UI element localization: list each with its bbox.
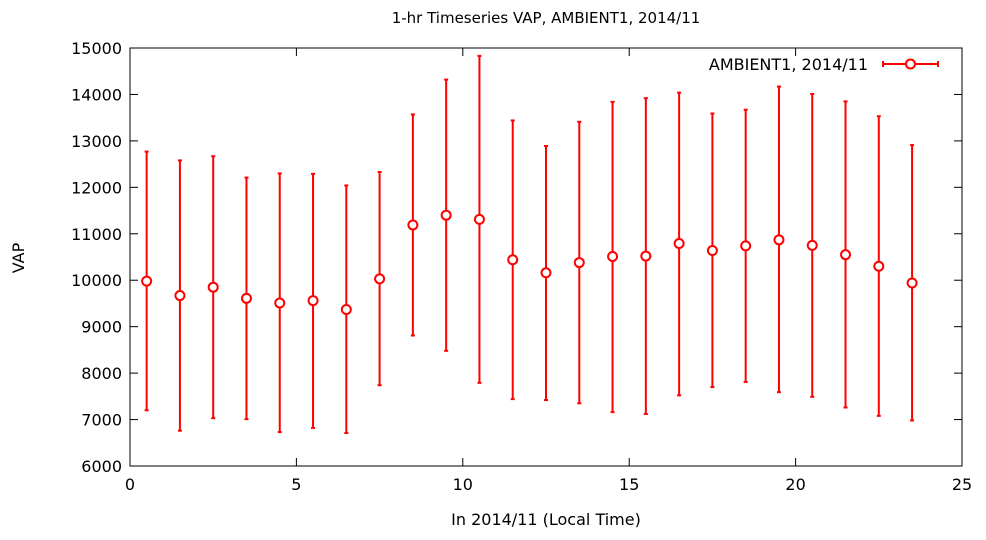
data-point (773, 85, 785, 394)
plot-frame (129, 47, 963, 467)
data-marker (540, 267, 552, 279)
y-tick-label: 9000 (81, 318, 122, 337)
data-point (906, 144, 918, 422)
data-point (607, 100, 619, 414)
x-tick-label: 20 (785, 475, 805, 494)
x-tick-label: 5 (291, 475, 301, 494)
data-marker (773, 234, 785, 246)
data-point (640, 97, 652, 415)
data-point (174, 159, 186, 432)
data-marker (607, 251, 619, 263)
data-marker (440, 209, 452, 221)
legend: AMBIENT1, 2014/11 (709, 55, 939, 74)
data-point (740, 108, 752, 383)
data-point (440, 78, 452, 352)
data-marker (374, 273, 386, 285)
data-marker (906, 277, 918, 289)
y-tick-label: 10000 (71, 271, 122, 290)
x-tick-label: 10 (453, 475, 473, 494)
data-point (141, 150, 153, 412)
data-marker (840, 249, 852, 261)
data-point (806, 92, 818, 398)
data-marker (274, 297, 286, 309)
data-marker (740, 240, 752, 252)
data-point (706, 112, 718, 389)
data-marker (340, 303, 352, 315)
data-marker (573, 257, 585, 269)
y-tick-label: 6000 (81, 457, 122, 476)
data-marker (307, 295, 319, 307)
legend-marker (905, 58, 916, 70)
y-tick-label: 7000 (81, 411, 122, 430)
data-point (407, 113, 419, 337)
data-marker (873, 260, 885, 272)
data-point (240, 176, 252, 421)
y-tick-label: 8000 (81, 364, 122, 383)
data-marker (141, 275, 153, 287)
data-marker (174, 290, 186, 302)
data-marker (806, 239, 818, 251)
data-marker (240, 292, 252, 304)
data-marker (507, 254, 519, 266)
x-tick-label: 15 (619, 475, 639, 494)
data-layer (141, 54, 918, 435)
data-point (207, 155, 219, 420)
data-point (307, 172, 319, 429)
data-point (540, 144, 552, 402)
x-axis-label: In 2014/11 (Local Time) (451, 510, 641, 529)
x-tick-label: 25 (952, 475, 972, 494)
y-axis-label: VAP (9, 242, 28, 273)
data-point (340, 184, 352, 435)
legend-symbol (882, 58, 939, 70)
data-marker (673, 238, 685, 250)
y-tick-label: 15000 (71, 39, 122, 58)
data-point (873, 115, 885, 417)
data-marker (207, 281, 219, 293)
data-marker (407, 219, 419, 231)
legend-label: AMBIENT1, 2014/11 (709, 55, 868, 74)
data-point (840, 100, 852, 409)
ticks-layer: 6000 7000 8000 9000 10000 11000 12000 13000 1400… (71, 39, 972, 494)
data-marker (706, 244, 718, 256)
x-tick-label: 0 (125, 475, 135, 494)
data-point (573, 120, 585, 405)
y-tick-label: 13000 (71, 132, 122, 151)
data-point (673, 91, 685, 397)
data-marker (640, 250, 652, 262)
y-tick-label: 12000 (71, 178, 122, 197)
data-point (374, 171, 386, 387)
y-tick-label: 11000 (71, 225, 122, 244)
chart-title: 1-hr Timeseries VAP, AMBIENT1, 2014/11 (392, 9, 701, 27)
data-point (473, 54, 485, 384)
data-marker (473, 213, 485, 225)
data-point (274, 172, 286, 434)
y-tick-label: 14000 (71, 85, 122, 104)
data-point (507, 119, 519, 401)
